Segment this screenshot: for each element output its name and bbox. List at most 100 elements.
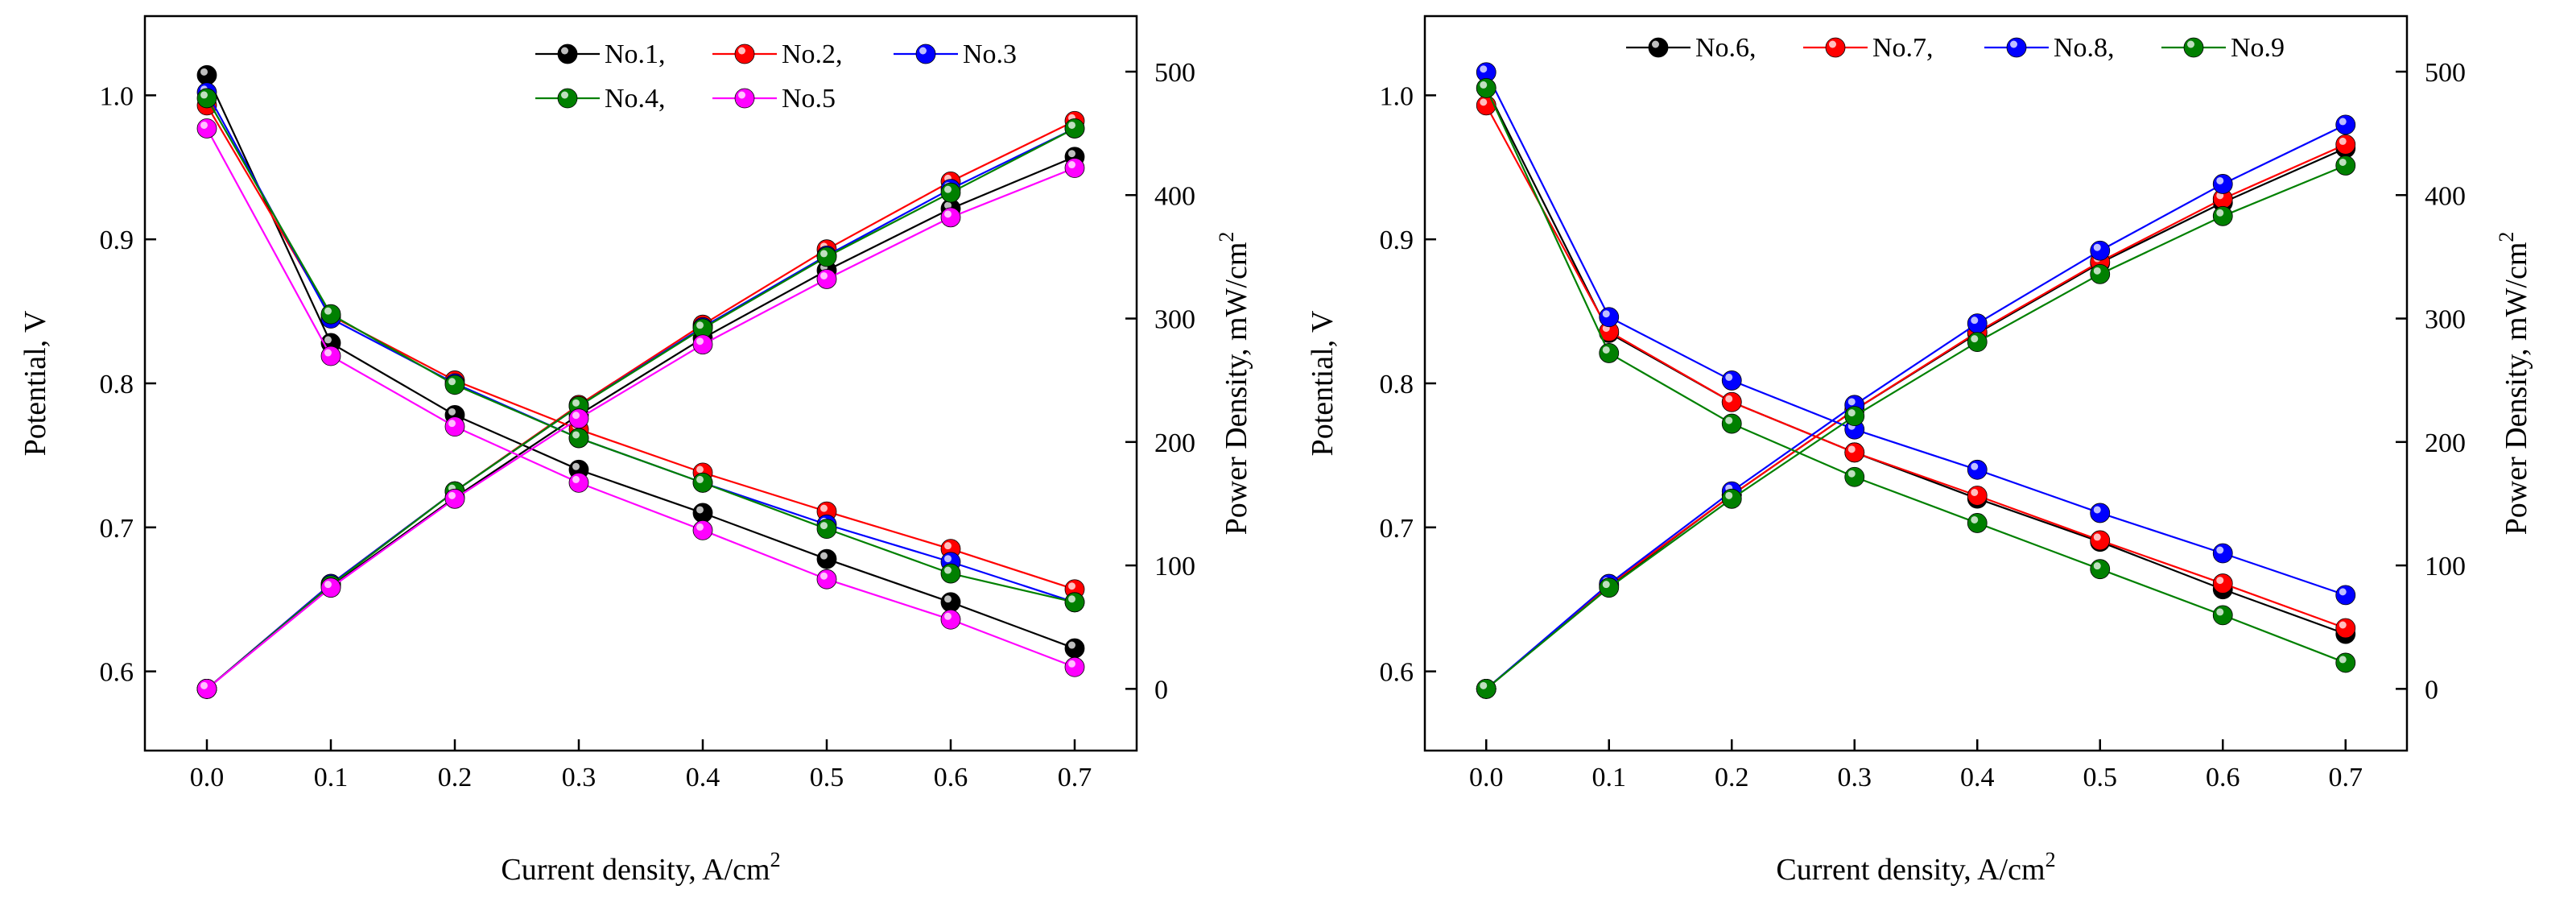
marker-highlight <box>944 612 952 620</box>
power-density-point <box>816 246 837 267</box>
series-no-9 <box>1476 78 2356 699</box>
marker-body <box>1721 370 1742 391</box>
marker-highlight <box>1971 335 1979 343</box>
marker-highlight <box>200 68 208 76</box>
potential-point <box>940 592 961 613</box>
marker-highlight <box>944 555 952 563</box>
y-tick-label: 0.8 <box>1380 370 1414 399</box>
power-density-point <box>568 408 589 429</box>
marker-body <box>692 503 713 523</box>
marker-body <box>2335 114 2356 135</box>
marker-highlight <box>1068 595 1075 603</box>
x-tick-label: 0.3 <box>562 763 597 792</box>
y-tick-label: 0.9 <box>100 226 134 255</box>
marker-body <box>1721 488 1742 509</box>
left-panel: 0.0 0.1 0.2 0.3 0.4 0.5 0.6 0.7 0.6 0.7 0.8 0.9 1.0 0… <box>19 14 1253 887</box>
marker-highlight <box>1480 681 1488 689</box>
marker-body <box>196 88 217 109</box>
marker-highlight <box>1971 317 1979 325</box>
y-tick-label: 0.6 <box>100 658 134 688</box>
marker-body <box>692 334 713 355</box>
legend-label: No.7, <box>1872 33 1934 63</box>
marker-highlight <box>2216 176 2224 184</box>
marker-highlight <box>200 91 208 99</box>
legend-item-no-6: No.6, <box>1626 33 1757 63</box>
y2-tick-label: 100 <box>2425 552 2466 581</box>
marker-body <box>2090 503 2111 523</box>
marker-body <box>1064 118 1085 139</box>
y2-tick-label: 0 <box>1154 675 1168 705</box>
marker-highlight <box>2339 158 2347 166</box>
marker-body <box>557 43 578 64</box>
marker-highlight <box>572 475 580 483</box>
legend-label: No.3 <box>963 39 1017 69</box>
potential-point <box>2212 573 2233 594</box>
legend-item-no-7: No.7, <box>1803 33 1934 63</box>
marker-body <box>734 88 755 109</box>
legend-marker <box>1825 37 1846 58</box>
x-axis-title: Current density, A/cm2 <box>1776 848 2055 887</box>
series-no-5 <box>196 118 1085 699</box>
potential-point <box>320 345 341 366</box>
marker-body <box>2212 573 2233 594</box>
marker-body <box>568 408 589 429</box>
marker-highlight <box>2010 40 2017 48</box>
power-density-point <box>816 269 837 289</box>
marker-body <box>692 520 713 540</box>
marker-body <box>1599 307 1620 328</box>
marker-highlight <box>1068 641 1075 649</box>
x-tick-label: 0.1 <box>314 763 349 792</box>
potential-point <box>196 64 217 85</box>
y2-tick-label: 500 <box>2425 58 2466 88</box>
marker-highlight <box>944 595 952 603</box>
power-density-point <box>2335 114 2356 135</box>
y2-tick-label: 400 <box>1154 181 1195 211</box>
y2-axis-title: Power Density, mW/cm2 <box>1215 232 1253 536</box>
marker-body <box>2335 585 2356 606</box>
marker-body <box>1064 656 1085 677</box>
potential-line <box>1485 87 2347 664</box>
power-density-point <box>2090 240 2111 261</box>
y-tick-label: 0.7 <box>1380 514 1414 544</box>
marker-body <box>196 118 217 139</box>
marker-highlight <box>1829 40 1836 48</box>
x-tick-label: 0.0 <box>190 763 225 792</box>
potential-point <box>940 563 961 584</box>
potential-point <box>1064 638 1085 659</box>
marker-body <box>1064 592 1085 613</box>
marker-highlight <box>448 408 456 416</box>
marker-body <box>2090 530 2111 551</box>
power-density-point <box>1064 118 1085 139</box>
potential-line <box>1485 72 2347 596</box>
marker-body <box>692 472 713 493</box>
marker-highlight <box>1068 150 1075 158</box>
plot-frame <box>1423 14 2409 752</box>
marker-body <box>1844 406 1865 427</box>
marker-highlight <box>2187 40 2194 48</box>
y-axis-title: Potential, V <box>1306 310 1340 456</box>
potential-line <box>206 127 1075 668</box>
marker-highlight <box>1725 491 1733 499</box>
marker-body <box>1721 391 1742 412</box>
power-density-point <box>320 577 341 598</box>
marker-body <box>568 428 589 449</box>
marker-highlight <box>572 412 580 420</box>
potential-point <box>444 416 465 437</box>
potential-point <box>2212 605 2233 626</box>
legend-label: No.6, <box>1695 33 1757 63</box>
marker-highlight <box>1725 373 1733 381</box>
marker-highlight <box>696 465 704 474</box>
power-density-line <box>1485 143 2347 690</box>
marker-highlight <box>2216 546 2224 554</box>
potential-point <box>1476 62 1496 83</box>
x-tick-label: 0.6 <box>2206 763 2240 792</box>
marker-highlight <box>1725 395 1733 403</box>
marker-body <box>2335 652 2356 673</box>
marker-highlight <box>324 349 332 357</box>
potential-point <box>1476 95 1496 116</box>
marker-highlight <box>561 47 568 55</box>
marker-body <box>2212 605 2233 626</box>
marker-body <box>320 577 341 598</box>
potential-point <box>1967 513 1988 533</box>
